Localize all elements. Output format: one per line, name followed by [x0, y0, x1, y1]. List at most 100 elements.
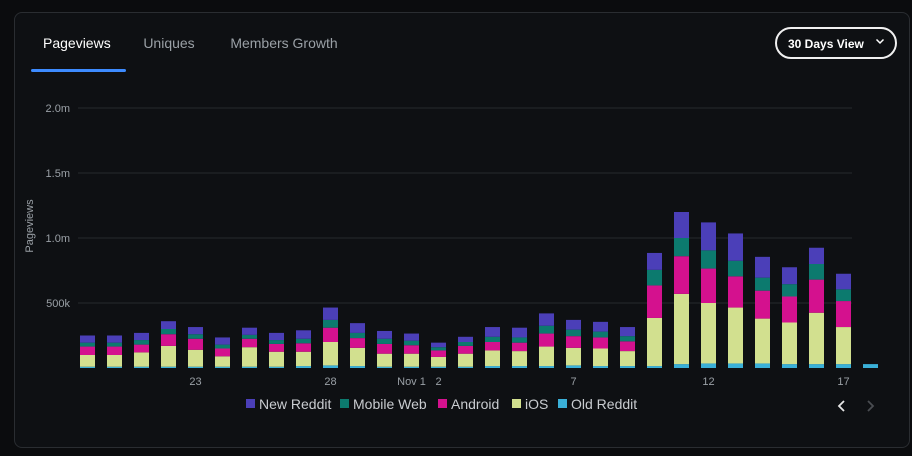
- bar-segment-new-reddit: [809, 247, 824, 264]
- bar-segment-new-reddit: [620, 327, 635, 337]
- legend-item-android[interactable]: Android: [438, 396, 499, 412]
- bar-segment-ios: [485, 350, 500, 367]
- bar-segment-mobile-web: [458, 342, 473, 346]
- bar-segment-new-reddit: [215, 337, 230, 345]
- legend-label-mobile-web: Mobile Web: [353, 396, 427, 412]
- bar-segment-mobile-web: [836, 289, 851, 302]
- bar-segment-ios: [269, 351, 284, 367]
- active-tab-indicator: [31, 69, 126, 72]
- bar-segment-ios: [134, 352, 149, 367]
- x-tick-label: 7: [570, 376, 576, 388]
- bar-segment-ios: [701, 303, 716, 364]
- bar-segment-new-reddit: [755, 256, 770, 278]
- bar-segment-old-reddit: [296, 366, 311, 368]
- bar-segment-mobile-web: [377, 338, 392, 344]
- bar-segment-android: [350, 338, 365, 348]
- bar-segment-new-reddit: [674, 212, 689, 238]
- legend-label-old-reddit: Old Reddit: [571, 396, 638, 412]
- bar-segment-mobile-web: [242, 334, 257, 339]
- chevron-down-icon: [875, 38, 885, 45]
- bar-segment-ios: [161, 345, 176, 367]
- bar-segment-mobile-web: [674, 238, 689, 257]
- bar-segment-old-reddit: [188, 366, 203, 368]
- bar-segment-ios: [377, 353, 392, 367]
- x-tick-label: 12: [702, 376, 714, 388]
- chevron-right-icon[interactable]: [862, 398, 878, 414]
- tab-members-growth-label: Members Growth: [230, 35, 338, 51]
- bar-segment-mobile-web: [134, 340, 149, 345]
- bar-segment-mobile-web: [539, 325, 554, 334]
- bar-segment-android: [701, 268, 716, 303]
- y-tick-label: 500k: [46, 298, 70, 310]
- bar-segment-ios: [188, 349, 203, 367]
- bar-segment-old-reddit: [134, 366, 149, 368]
- bar-segment-android: [215, 348, 230, 357]
- bar-segment-new-reddit: [188, 327, 203, 335]
- bar-segment-old-reddit: [80, 366, 95, 368]
- legend-item-mobile-web[interactable]: Mobile Web: [340, 396, 427, 412]
- bar-segment-old-reddit: [431, 366, 446, 368]
- bar-segment-ios: [242, 347, 257, 367]
- x-tick-label: 28: [324, 376, 336, 388]
- y-axis-label: Pageviews: [24, 199, 36, 253]
- bar-segment-mobile-web: [188, 334, 203, 339]
- bar-segment-old-reddit: [755, 363, 770, 368]
- bar-segment-android: [188, 338, 203, 350]
- legend-item-ios[interactable]: iOS: [512, 396, 548, 412]
- bar-segment-ios: [728, 307, 743, 364]
- tab-members-growth[interactable]: Members Growth: [229, 35, 339, 71]
- bar-segment-android: [512, 342, 527, 352]
- tab-uniques-label: Uniques: [143, 35, 195, 51]
- pageviews-card: Pageviews Uniques Members Growth 30 Days…: [14, 12, 910, 448]
- bar-segment-new-reddit: [296, 330, 311, 339]
- bar-segment-android: [485, 342, 500, 351]
- bar-segment-android: [107, 346, 122, 355]
- chevron-left-icon[interactable]: [834, 398, 850, 414]
- bar-segment-old-reddit: [674, 364, 689, 368]
- tab-pageviews[interactable]: Pageviews: [31, 35, 126, 72]
- bar-segment-old-reddit: [647, 366, 662, 368]
- bar-segment-mobile-web: [350, 332, 365, 339]
- time-range-select[interactable]: 30 Days View: [775, 27, 897, 59]
- legend-item-old-reddit[interactable]: Old Reddit: [558, 396, 637, 412]
- y-tick-label: 1.5m: [46, 168, 70, 180]
- bar-segment-old-reddit: [512, 366, 527, 368]
- bar-segment-old-reddit: [836, 364, 851, 368]
- bar-segment-new-reddit: [485, 327, 500, 337]
- bar-segment-mobile-web: [647, 269, 662, 286]
- bar-segment-old-reddit: [863, 364, 878, 368]
- bar-segment-ios: [566, 347, 581, 366]
- legend-label-new-reddit: New Reddit: [259, 396, 332, 412]
- bar-segment-ios: [215, 356, 230, 367]
- legend-swatch-mobile-web: [340, 399, 349, 408]
- time-range-value: 30 Days View: [788, 37, 864, 51]
- tab-pageviews-label: Pageviews: [43, 35, 111, 51]
- bar-segment-old-reddit: [242, 366, 257, 368]
- bar-segment-mobile-web: [215, 344, 230, 349]
- legend-swatch-old-reddit: [558, 399, 567, 408]
- bar-segment-old-reddit: [782, 364, 797, 368]
- bar-segment-new-reddit: [647, 252, 662, 270]
- bar-segment-ios: [755, 318, 770, 364]
- bar-segment-old-reddit: [701, 363, 716, 368]
- x-tick-label: Nov 1: [397, 376, 426, 388]
- bar-segment-mobile-web: [107, 342, 122, 347]
- bar-segment-ios: [404, 353, 419, 367]
- bar-segment-mobile-web: [296, 338, 311, 344]
- x-tick-label: 2: [435, 376, 441, 388]
- bar-segment-mobile-web: [755, 277, 770, 291]
- bar-segment-old-reddit: [215, 366, 230, 368]
- bar-segment-mobile-web: [809, 264, 824, 280]
- bar-segment-new-reddit: [404, 333, 419, 341]
- bar-segment-new-reddit: [377, 330, 392, 339]
- tab-uniques[interactable]: Uniques: [143, 35, 195, 71]
- x-tick-label: 17: [837, 376, 849, 388]
- legend-item-new-reddit[interactable]: New Reddit: [246, 396, 331, 412]
- bar-segment-new-reddit: [728, 233, 743, 261]
- bar-segment-old-reddit: [107, 366, 122, 368]
- bar-segment-mobile-web: [782, 284, 797, 297]
- bar-segment-ios: [107, 355, 122, 367]
- bar-segment-android: [647, 285, 662, 318]
- y-tick-label: 2.0m: [46, 103, 70, 115]
- bar-segment-mobile-web: [566, 329, 581, 337]
